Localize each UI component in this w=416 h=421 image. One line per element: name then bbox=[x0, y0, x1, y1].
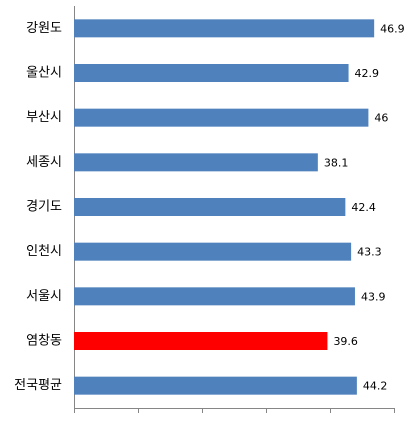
category-label: 강원도 bbox=[26, 21, 62, 36]
category-label: 세종시 bbox=[26, 155, 62, 170]
bar bbox=[74, 242, 352, 261]
bar bbox=[74, 287, 355, 306]
category-label: 전국평균 bbox=[14, 378, 62, 393]
value-label: 38.1 bbox=[324, 156, 349, 169]
category-label: 울산시 bbox=[26, 66, 62, 81]
value-label: 46.9 bbox=[380, 22, 405, 35]
bar bbox=[74, 108, 369, 127]
value-label: 44.2 bbox=[363, 380, 388, 393]
bar bbox=[74, 198, 346, 216]
bar bbox=[74, 332, 328, 350]
value-label: 42.4 bbox=[351, 201, 376, 214]
category-label: 부산시 bbox=[26, 110, 62, 125]
value-label: 46 bbox=[374, 112, 388, 125]
value-label: 43.3 bbox=[357, 246, 382, 259]
category-label: 서울시 bbox=[26, 289, 62, 304]
bar bbox=[74, 19, 375, 38]
category-label: 인천시 bbox=[26, 244, 62, 259]
category-label: 염창동 bbox=[26, 334, 62, 349]
value-label: 43.9 bbox=[361, 290, 386, 303]
value-label: 42.9 bbox=[355, 67, 380, 80]
value-label: 39.6 bbox=[333, 335, 358, 348]
bar bbox=[74, 153, 318, 172]
bar bbox=[74, 376, 357, 395]
bar bbox=[74, 64, 349, 82]
category-label: 경기도 bbox=[26, 200, 62, 215]
